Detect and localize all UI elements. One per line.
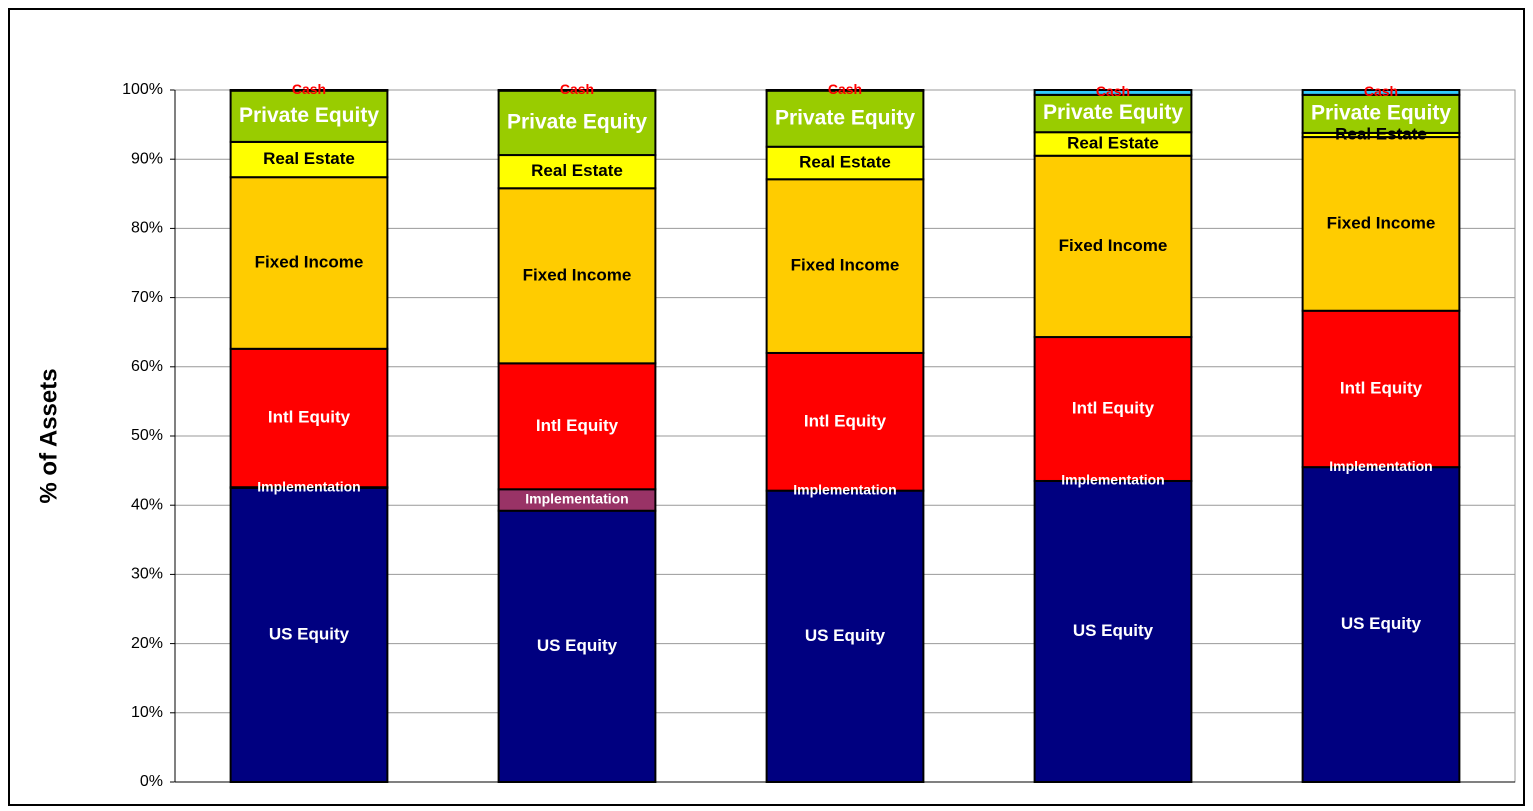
bar-segment — [1033, 154, 1193, 339]
segment-label: Fixed Income — [255, 252, 364, 271]
segment-label: Implementation — [1061, 472, 1164, 488]
y-tick-label: 60% — [131, 358, 163, 375]
y-tick-label: 0% — [140, 773, 163, 790]
segment-label: Cash — [1096, 83, 1130, 99]
segment-label: Real Estate — [531, 161, 623, 180]
segment-label: Private Equity — [775, 106, 915, 129]
segment-label: Real Estate — [263, 149, 355, 168]
bar-segment — [229, 347, 389, 489]
bar-segment — [1301, 93, 1461, 134]
segment-label: Fixed Income — [1059, 236, 1168, 255]
segment-label: Intl Equity — [804, 411, 887, 430]
bar-segment — [497, 89, 657, 157]
y-tick-label: 10% — [131, 704, 163, 721]
segment-label: Private Equity — [239, 104, 379, 127]
segment-label: Implementation — [793, 481, 896, 497]
segment-label: Real Estate — [1067, 133, 1159, 152]
segment-label: US Equity — [1341, 614, 1422, 633]
y-tick-label: 70% — [131, 289, 163, 306]
segment-label: Implementation — [257, 478, 360, 494]
segment-label: Real Estate — [1335, 124, 1427, 143]
bar-segment — [497, 509, 657, 783]
bar-segment — [229, 486, 389, 783]
y-tick-label: 80% — [131, 220, 163, 237]
y-tick-label: 20% — [131, 635, 163, 652]
segment-label: US Equity — [537, 636, 618, 655]
segment-label: Fixed Income — [523, 265, 632, 284]
bar-segment — [229, 176, 389, 350]
segment-label: Intl Equity — [1340, 378, 1423, 397]
segment-label: Real Estate — [799, 152, 891, 171]
bar-segment — [1033, 89, 1193, 96]
segment-label: Private Equity — [1043, 101, 1183, 124]
y-tick-label: 30% — [131, 566, 163, 583]
bar-segment — [765, 89, 925, 92]
segment-label: Cash — [828, 81, 862, 97]
bar-segment — [765, 351, 925, 492]
bar-segment — [229, 140, 389, 179]
segment-label: Intl Equity — [268, 407, 351, 426]
y-tick-label: 40% — [131, 496, 163, 513]
segment-label: Cash — [1364, 83, 1398, 99]
bar-segment — [765, 489, 925, 783]
bar-segment — [229, 89, 389, 92]
segment-label: Intl Equity — [1072, 398, 1155, 417]
segment-label: Cash — [292, 81, 326, 97]
y-tick-label: 100% — [122, 81, 163, 98]
segment-label: Private Equity — [1311, 101, 1451, 124]
segment-label: US Equity — [805, 626, 886, 645]
segment-label: Fixed Income — [791, 256, 900, 275]
y-tick-label: 90% — [131, 150, 163, 167]
bar-segment — [497, 362, 657, 491]
y-axis-title: % of Assets — [35, 368, 62, 503]
bar-segment — [229, 89, 389, 143]
segment-label: US Equity — [1073, 621, 1154, 640]
bar-segment — [497, 89, 657, 92]
segment-label: US Equity — [269, 624, 350, 643]
bar-segment — [1033, 479, 1193, 783]
segment-label: Implementation — [1329, 458, 1432, 474]
segment-label: Cash — [560, 81, 594, 97]
segment-label: Intl Equity — [536, 416, 619, 435]
segment-label: Implementation — [525, 491, 628, 507]
bar-segment — [1301, 136, 1461, 312]
bar-segment — [1301, 309, 1461, 469]
bar-segment — [765, 145, 925, 181]
segment-label: Private Equity — [507, 110, 647, 133]
bar-segment — [1301, 466, 1461, 783]
bar-segment — [1033, 336, 1193, 482]
bar-segment — [1301, 89, 1461, 96]
bar-segment — [1033, 93, 1193, 134]
segment-label: Fixed Income — [1327, 213, 1436, 232]
y-tick-label: 50% — [131, 427, 163, 444]
